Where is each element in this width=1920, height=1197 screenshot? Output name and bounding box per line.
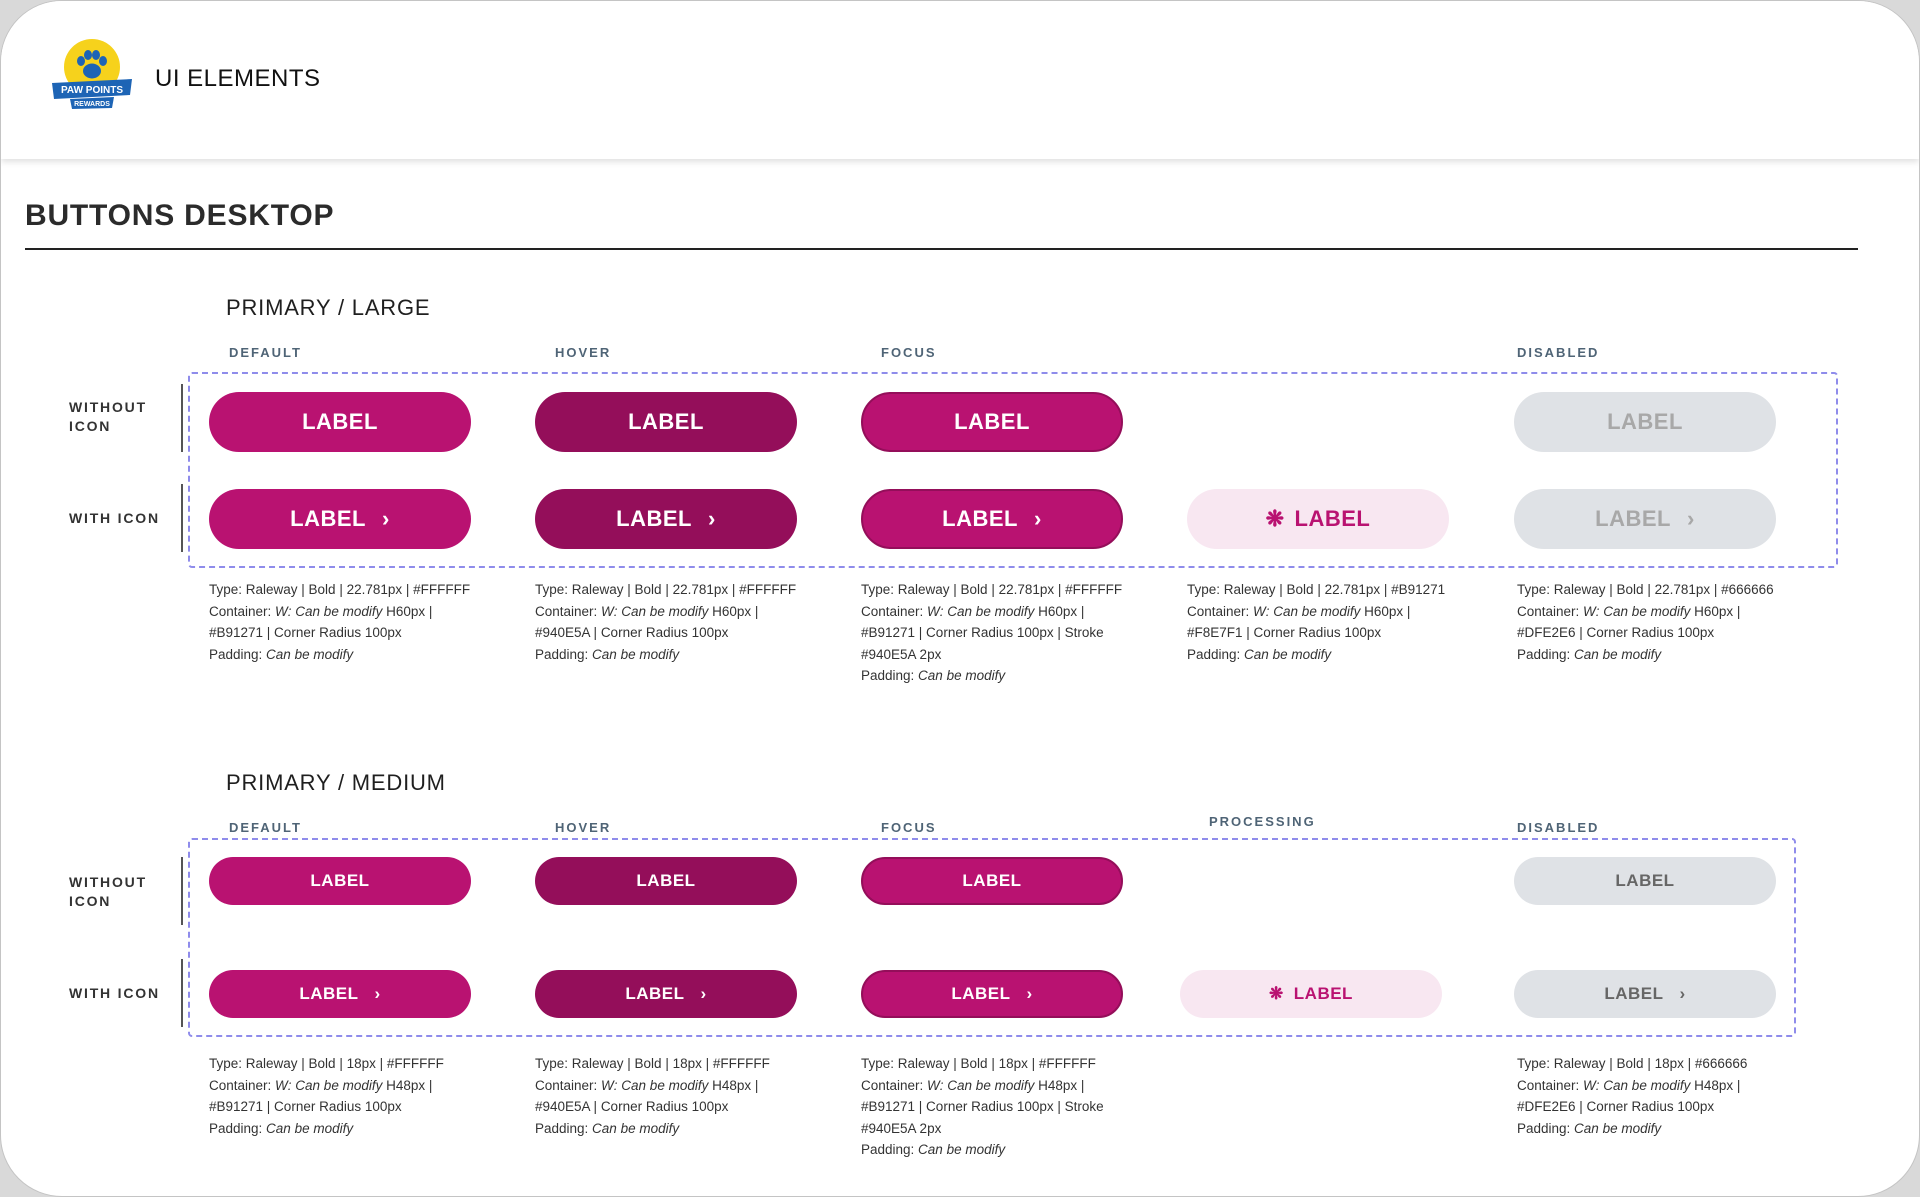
row-label-with-icon: WITH ICON bbox=[69, 510, 160, 526]
large-hover-icon-button[interactable]: LABEL › bbox=[535, 489, 797, 549]
large-disabled-icon-button[interactable]: LABEL › bbox=[1514, 489, 1776, 549]
logo-text: PAW POINTS bbox=[61, 85, 123, 96]
large-disabled-button[interactable]: LABEL bbox=[1514, 392, 1776, 452]
large-focus-button[interactable]: LABEL bbox=[861, 392, 1123, 452]
spec-large-hover: Type: Raleway | Bold | 22.781px | #FFFFF… bbox=[535, 582, 797, 662]
spec-medium-hover: Type: Raleway | Bold | 18px | #FFFFFF Co… bbox=[535, 1056, 770, 1136]
chevron-right-icon: › bbox=[1034, 506, 1042, 531]
medium-hover-button[interactable]: LABEL bbox=[535, 857, 797, 905]
row-label-with-icon: WITH ICON bbox=[69, 985, 160, 1001]
spec-medium-disabled: Type: Raleway | Bold | 18px | #666666 Co… bbox=[1517, 1056, 1748, 1136]
medium-hover-icon-button[interactable]: LABEL › bbox=[535, 970, 797, 1018]
paw-logo-icon: PAW POINTS REWARDS bbox=[52, 39, 132, 109]
state-label-default: DEFAULT bbox=[229, 345, 302, 360]
large-hover-button[interactable]: LABEL bbox=[535, 392, 797, 452]
spec-medium-default: Type: Raleway | Bold | 18px | #FFFFFF Co… bbox=[209, 1056, 444, 1136]
chevron-right-icon: › bbox=[1687, 506, 1695, 531]
chevron-right-icon: › bbox=[708, 506, 716, 531]
state-label-focus: FOCUS bbox=[881, 820, 937, 835]
chevron-right-icon: › bbox=[382, 506, 390, 531]
state-label-focus: FOCUS bbox=[881, 345, 937, 360]
large-default-icon-button[interactable]: LABEL › bbox=[209, 489, 471, 549]
medium-focus-icon-button[interactable]: LABEL › bbox=[861, 970, 1123, 1018]
chevron-right-icon: › bbox=[1679, 984, 1686, 1003]
spec-medium-focus: Type: Raleway | Bold | 18px | #FFFFFF Co… bbox=[861, 1056, 1104, 1157]
button-variants-frame bbox=[188, 838, 1796, 1037]
medium-disabled-button[interactable]: LABEL bbox=[1514, 857, 1776, 905]
state-label-disabled: DISABLED bbox=[1517, 820, 1600, 835]
group-title-medium: PRIMARY / MEDIUM bbox=[226, 770, 446, 795]
section-divider bbox=[25, 248, 1858, 250]
state-label-disabled: DISABLED bbox=[1517, 345, 1600, 360]
top-header: PAW POINTS REWARDS UI ELEMENTS bbox=[1, 1, 1919, 159]
row-indicator bbox=[181, 384, 183, 452]
page-title: UI ELEMENTS bbox=[155, 65, 321, 92]
logo-subtext: REWARDS bbox=[74, 101, 110, 108]
row-label-without-icon: WITHOUT ICON bbox=[69, 399, 147, 434]
state-label-default: DEFAULT bbox=[229, 820, 302, 835]
large-processing-button[interactable]: ❋ LABEL bbox=[1187, 489, 1449, 549]
spec-large-processing: Type: Raleway | Bold | 22.781px | #B9127… bbox=[1187, 582, 1446, 662]
large-focus-icon-button[interactable]: LABEL › bbox=[861, 489, 1123, 549]
chevron-right-icon: › bbox=[374, 984, 381, 1003]
spinner-icon: ❋ bbox=[1265, 506, 1285, 531]
spec-large-default: Type: Raleway | Bold | 22.781px | #FFFFF… bbox=[209, 582, 471, 662]
chevron-right-icon: › bbox=[700, 984, 707, 1003]
state-label-hover: HOVER bbox=[555, 820, 612, 835]
large-default-button[interactable]: LABEL bbox=[209, 392, 471, 452]
state-label-processing: PROCESSING bbox=[1209, 814, 1316, 829]
spec-large-disabled: Type: Raleway | Bold | 22.781px | #66666… bbox=[1517, 582, 1774, 662]
section-title: BUTTONS DESKTOP bbox=[25, 199, 335, 232]
row-label-without-icon: WITHOUT ICON bbox=[69, 874, 147, 909]
medium-disabled-icon-button[interactable]: LABEL › bbox=[1514, 970, 1776, 1018]
group-title-large: PRIMARY / LARGE bbox=[226, 295, 431, 320]
button-variants-frame bbox=[188, 372, 1838, 568]
medium-default-button[interactable]: LABEL bbox=[209, 857, 471, 905]
row-indicator bbox=[181, 484, 183, 552]
state-label-hover: HOVER bbox=[555, 345, 612, 360]
row-indicator bbox=[181, 959, 183, 1027]
spec-large-focus: Type: Raleway | Bold | 22.781px | #FFFFF… bbox=[861, 582, 1123, 683]
chevron-right-icon: › bbox=[1026, 984, 1033, 1003]
medium-default-icon-button[interactable]: LABEL › bbox=[209, 970, 471, 1018]
row-indicator bbox=[181, 857, 183, 925]
medium-focus-button[interactable]: LABEL bbox=[861, 857, 1123, 905]
spinner-icon: ❋ bbox=[1269, 984, 1284, 1003]
medium-processing-button[interactable]: ❋ LABEL bbox=[1180, 970, 1442, 1018]
